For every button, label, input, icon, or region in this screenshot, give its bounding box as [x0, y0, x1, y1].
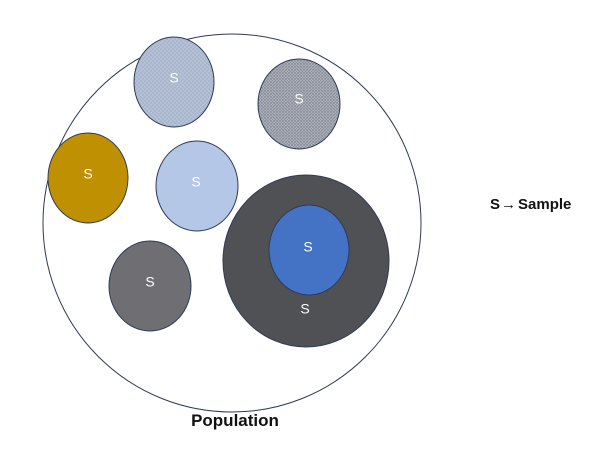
population-label: Population [191, 411, 279, 430]
sample-circle [155, 140, 239, 232]
sample-circle [108, 240, 192, 332]
sample-label: S [191, 174, 200, 190]
legend-symbol: S [490, 196, 501, 213]
sample-circle [47, 132, 129, 224]
sample-label: S [169, 70, 178, 86]
legend-meaning: Sample [518, 196, 572, 213]
legend: S→ Sample [490, 196, 571, 213]
sample-label: S [145, 274, 154, 290]
sample-label: S [294, 91, 303, 107]
sample-label: S [303, 239, 312, 255]
sample-circle [257, 58, 341, 150]
sample-circle [268, 204, 350, 296]
sample-circle [133, 36, 215, 128]
sample-label: S [300, 301, 309, 317]
arrow-right-icon: → [501, 196, 517, 213]
sample-label: S [83, 166, 92, 182]
